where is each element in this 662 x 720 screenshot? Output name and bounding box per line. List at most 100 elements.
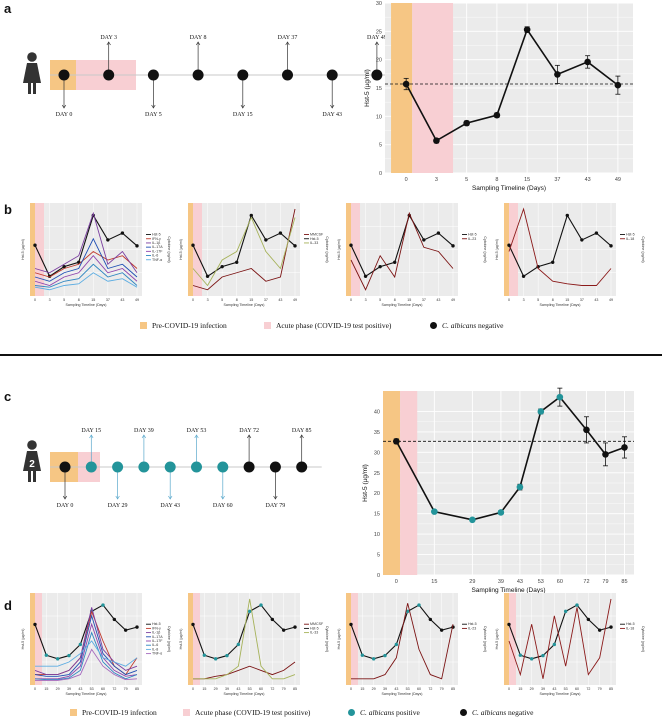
y-tick-label: 5 [377,553,380,559]
small-data-point [551,260,555,265]
small-x-tick-label: 72 [586,687,590,691]
small-x-tick-label: 0 [34,687,36,691]
small-y-axis-label: Hst-5 (µg/ml) [495,629,499,650]
small-x-tick-label: 37 [264,298,268,302]
small-x-tick-label: 5 [63,298,65,302]
small-x-tick-label: 3 [523,298,525,302]
small-data-point [112,617,117,622]
small-data-point [78,642,83,647]
small-data-point [44,653,49,657]
y-tick-label: 25 [374,471,380,477]
small-series-line [192,604,296,660]
chart-b-small-multiples: 0 3 5 8 15 37 43 49 Sampling Timeline (Days) Hst-… [21,203,645,307]
small-x-tick-label: 39 [67,687,71,691]
small-legend-label: IL-6 [152,643,158,647]
timeline-day-label: DAY 37 [278,35,298,41]
small-data-point [507,622,511,627]
small-data-point [101,603,105,607]
small-series-line [508,207,612,286]
small-x-tick-label: 43 [594,298,598,302]
x-tick-label: 15 [431,579,437,585]
small-legend-label: MMCSF [310,233,324,237]
small-acute-band [193,203,202,296]
legend-swatch [264,322,271,329]
y-axis-label: Hst-5 (µg/ml) [364,69,371,107]
small-legend-label: IFN-γ [152,626,161,630]
small-series-line [34,614,138,677]
timeline-day-label: DAY 29 [108,503,128,509]
timeline-day-label: DAY 43 [160,503,180,509]
small-x-tick-label: 60 [417,687,421,691]
small-series-line [34,237,138,282]
small-data-point [205,274,210,278]
timeline-patient-2: 2 DAY 0 DAY 15 DAY 29 DAY 39 DAY 43 DAY 53 DAY … [23,428,322,509]
arrow-up-icon [374,41,380,46]
timeline-day-label: DAY 72 [239,428,259,434]
small-y-axis-label: Hst-5 (µg/ml) [179,629,183,650]
small-data-point [563,609,568,614]
x-tick-label: 85 [621,579,627,585]
y-tick-label: 35 [374,430,380,436]
small-x-tick-label: 0 [350,298,352,302]
legend-top: Pre-COVID-19 infection Acute phase (COVID… [140,321,504,330]
small-x-tick-label: 85 [135,687,139,691]
small-data-point [135,244,139,248]
y-tick-label: 15 [376,86,382,92]
small-series-line [35,640,138,667]
data-point [393,437,400,445]
small-x-axis-label: Sampling Timeline (Days) [224,303,265,307]
small-x-tick-label: 60 [101,687,105,691]
small-legend-label: MMCSF [310,622,324,626]
small-x-tick-label: 5 [221,298,223,302]
acute-phase-band [400,391,418,575]
small-data-point [225,653,229,658]
y-tick-label: 10 [376,114,382,120]
small-data-point [394,642,399,647]
small-x-tick-label: 37 [422,298,426,302]
data-point [602,451,609,458]
legend-species: C. albicans [472,708,508,717]
panel-label-c: c [4,389,11,404]
person-body-icon [23,63,41,83]
small-x-tick-label: 79 [124,687,128,691]
arrow-up-icon [246,434,252,439]
small-x-tick-label: 37 [106,298,110,302]
legend-label: Pre-COVID-19 infection [82,708,157,717]
small-x-tick-label: 39 [225,687,229,691]
small-x-tick-label: 29 [530,687,534,691]
small-x-tick-label: 72 [270,687,274,691]
chart-a: 0 5 10 15 20 25 30 0 3 5 8 15 37 43 49 Sampling Timelin… [364,1,633,192]
timeline-dot [191,461,202,473]
small-x-tick-label: 8 [552,298,554,302]
small-x-tick-label: 49 [135,298,139,302]
small-x-tick-label: 15 [91,298,95,302]
legend-label: Acute phase (COVID-19 test positive) [276,321,392,330]
small-acute-band [351,593,358,685]
small-data-point [202,653,207,657]
small-pre-covid-band [30,203,35,296]
arrow-down-icon [62,495,68,500]
small-x-tick-label: 79 [598,687,602,691]
small-data-point [383,653,387,658]
small-legend-label: IL-17F [152,249,163,253]
y-tick-label: 10 [374,532,380,538]
timeline-dot [103,69,115,81]
small-data-point [213,657,218,661]
timeline-day-label: DAY 43 [322,112,342,118]
data-point [469,516,476,524]
small-legend-label: IL-18 [626,237,634,241]
small-series-line [34,631,138,681]
small-x-tick-label: 43 [552,687,556,691]
x-tick-label: 39 [498,579,504,585]
data-point [431,508,438,515]
small-x-tick-label: 53 [406,687,410,691]
small-series-line [34,214,138,278]
small-legend-label: IL-8 [152,647,158,651]
person-leg-icon [28,471,31,482]
small-x-tick-label: 39 [383,687,387,691]
small-legend-label: TNF-α [152,258,162,262]
small-x-tick-label: 15 [360,687,364,691]
data-point [402,80,410,88]
x-axis-label: Sampling Timeline (Days) [472,185,546,192]
legend-species: C. albicans [360,708,396,717]
